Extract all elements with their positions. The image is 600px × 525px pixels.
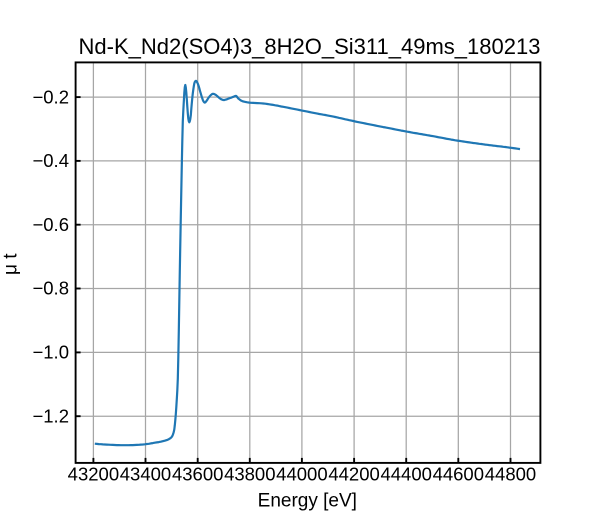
svg-text:−0.4: −0.4 [32, 150, 69, 171]
svg-text:43200: 43200 [68, 464, 119, 485]
svg-text:−0.6: −0.6 [32, 214, 69, 235]
svg-text:43400: 43400 [120, 464, 171, 485]
svg-text:−1.0: −1.0 [32, 342, 69, 363]
svg-text:44000: 44000 [276, 464, 327, 485]
svg-text:Nd-K_Nd2(SO4)3_8H2O_Si311_49ms: Nd-K_Nd2(SO4)3_8H2O_Si311_49ms_180213 [79, 34, 541, 59]
svg-text:Energy [eV]: Energy [eV] [258, 490, 357, 511]
svg-text:44600: 44600 [433, 464, 484, 485]
svg-text:−0.8: −0.8 [32, 278, 69, 299]
svg-text:43800: 43800 [224, 464, 275, 485]
svg-text:μ t: μ t [1, 253, 22, 275]
svg-text:44200: 44200 [328, 464, 379, 485]
svg-text:44800: 44800 [485, 464, 536, 485]
svg-text:43600: 43600 [172, 464, 223, 485]
svg-text:44400: 44400 [380, 464, 431, 485]
svg-text:−0.2: −0.2 [32, 86, 69, 107]
svg-text:−1.2: −1.2 [32, 405, 69, 426]
